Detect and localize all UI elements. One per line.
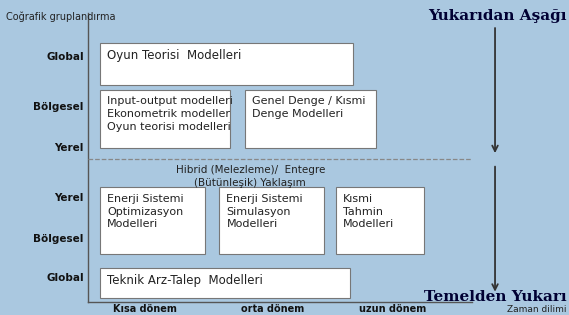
Text: Enerji Sistemi
Optimizasyon
Modelleri: Enerji Sistemi Optimizasyon Modelleri xyxy=(107,194,184,229)
Text: Kısmi
Tahmin
Modelleri: Kısmi Tahmin Modelleri xyxy=(343,194,394,229)
FancyBboxPatch shape xyxy=(245,90,376,148)
Text: Input-output modelleri
Ekonometrik modeller
Oyun teorisi modelleri: Input-output modelleri Ekonometrik model… xyxy=(107,96,233,132)
Text: Global: Global xyxy=(46,52,84,62)
Text: Yerel: Yerel xyxy=(54,143,84,153)
FancyBboxPatch shape xyxy=(100,268,350,298)
Text: uzun dönem: uzun dönem xyxy=(359,304,426,314)
Text: Enerji Sistemi
Simulasyon
Modelleri: Enerji Sistemi Simulasyon Modelleri xyxy=(226,194,303,229)
Text: Teknik Arz-Talep  Modelleri: Teknik Arz-Talep Modelleri xyxy=(107,274,263,287)
FancyBboxPatch shape xyxy=(100,43,353,85)
Text: Oyun Teorisi  Modelleri: Oyun Teorisi Modelleri xyxy=(107,49,241,62)
FancyBboxPatch shape xyxy=(100,187,205,254)
Text: orta dönem: orta dönem xyxy=(241,304,305,314)
Text: Bölgesel: Bölgesel xyxy=(33,102,84,112)
Text: Global: Global xyxy=(46,273,84,283)
FancyBboxPatch shape xyxy=(336,187,424,254)
Text: Temelden Yukarı: Temelden Yukarı xyxy=(423,290,566,304)
Text: Hibrid (Melezleme)/  Entegre
(Bütünleşik) Yaklaşım: Hibrid (Melezleme)/ Entegre (Bütünleşik)… xyxy=(176,165,325,188)
Text: Bölgesel: Bölgesel xyxy=(33,234,84,244)
Text: Zaman dilimi: Zaman dilimi xyxy=(506,305,566,314)
Text: Coğrafik gruplandırma: Coğrafik gruplandırma xyxy=(6,11,115,21)
Text: Kısa dönem: Kısa dönem xyxy=(113,304,177,314)
Text: Yerel: Yerel xyxy=(54,193,84,203)
FancyBboxPatch shape xyxy=(100,90,230,148)
Text: Genel Denge / Kısmi
Denge Modelleri: Genel Denge / Kısmi Denge Modelleri xyxy=(252,96,365,119)
Text: Yukarıdan Aşağı: Yukarıdan Aşağı xyxy=(428,9,566,23)
FancyBboxPatch shape xyxy=(219,187,324,254)
